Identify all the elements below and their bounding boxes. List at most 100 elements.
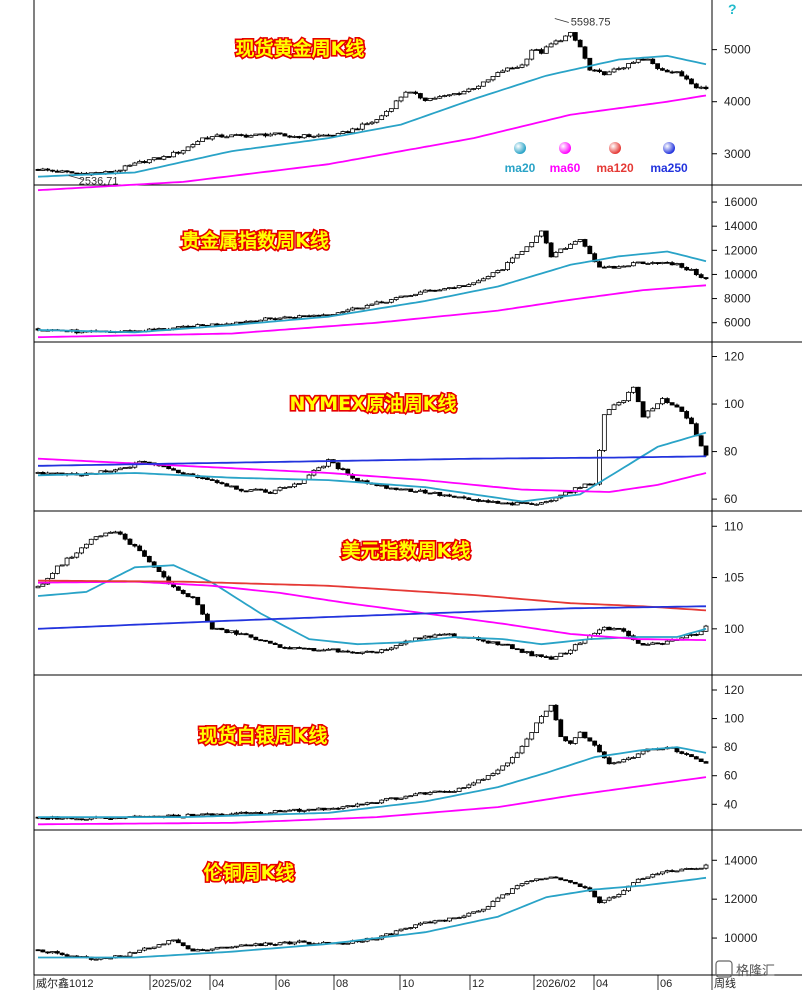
candle-body (180, 472, 186, 475)
candle-body (364, 650, 370, 653)
candle-body (461, 787, 467, 789)
candle-body (369, 650, 375, 653)
candle-body (427, 792, 433, 795)
candle-body (142, 947, 147, 951)
candle-body (258, 812, 264, 815)
candle-body (466, 497, 472, 500)
candle-body (195, 141, 201, 146)
candle-body (568, 243, 573, 249)
candle-body (374, 119, 380, 123)
candle-body (485, 276, 491, 280)
candle-body (248, 320, 254, 323)
y-tick-label: 120 (724, 683, 744, 697)
candle-body (40, 472, 46, 475)
x-tick-label: 06 (660, 978, 672, 990)
candle-body (253, 320, 259, 323)
panel-3: 60 80 100 120 NYMEX原油周K线 (35, 350, 744, 506)
candle-body (413, 924, 418, 928)
candle-body (548, 876, 554, 879)
candle-body (451, 287, 457, 290)
candle-body (505, 262, 510, 271)
candle-body (553, 704, 559, 721)
candle-body (267, 133, 273, 137)
candle-body (321, 649, 326, 652)
candle-body (40, 583, 46, 587)
candle-body (558, 40, 564, 43)
x-tick-label: 2025/02 (152, 978, 192, 990)
candle-body (505, 643, 510, 646)
candle-body (93, 536, 99, 540)
candle-body (156, 944, 162, 948)
candle-body (427, 492, 433, 495)
candle-body (326, 459, 331, 467)
candle-body (582, 46, 588, 59)
candle-body (660, 398, 665, 405)
candle-body (437, 919, 443, 922)
candle-body (330, 134, 336, 137)
candle-body (282, 133, 288, 137)
candle-body (364, 304, 370, 309)
candle-body (243, 490, 249, 493)
candle-body (180, 325, 186, 328)
candle-body (582, 239, 588, 247)
candle-body (253, 636, 259, 641)
candle-body (587, 57, 593, 71)
candle-body (664, 640, 670, 645)
candle-body (108, 531, 114, 534)
candle-body (374, 938, 380, 941)
legend-marker (514, 142, 526, 154)
candle-body (403, 91, 409, 98)
candle-body (408, 91, 414, 94)
candle-body (485, 640, 491, 644)
candle-body (340, 806, 346, 809)
candle-body (137, 545, 143, 552)
candle-body (539, 716, 544, 724)
candle-body (413, 293, 418, 296)
candle-body (69, 556, 75, 559)
candle-body (476, 779, 481, 784)
candle-body (669, 262, 675, 266)
candle-body (355, 128, 360, 131)
candle-body (35, 585, 41, 589)
candle-body (616, 68, 622, 70)
ma20-line (37, 564, 707, 646)
candle-body (229, 946, 235, 949)
candle-body (669, 71, 675, 74)
candle-body (388, 797, 394, 800)
candle-body (413, 793, 418, 797)
candle-body (451, 495, 457, 498)
candle-body (611, 627, 617, 631)
candle-body (374, 651, 380, 654)
candle-body (601, 899, 607, 904)
candle-body (442, 790, 448, 793)
candle-body (156, 566, 162, 572)
candle-body (238, 488, 244, 492)
y-tick-label: 4000 (724, 95, 751, 109)
candle-body (674, 747, 680, 753)
candle-body (568, 880, 573, 883)
candle-body (306, 315, 312, 318)
y-tick-label: 80 (724, 445, 738, 459)
candle-body (205, 813, 210, 816)
candle-body (592, 69, 598, 72)
high-annotation: 5598.75 (571, 16, 611, 28)
candle-body (519, 745, 525, 754)
candle-body (272, 810, 278, 814)
candle-body (374, 301, 380, 305)
candle-body (461, 91, 467, 95)
candle-body (461, 496, 467, 499)
candle-body (127, 952, 133, 957)
candle-body (471, 282, 477, 286)
candle-body (524, 246, 530, 252)
candle-body (422, 289, 428, 293)
y-tick-label: 80 (724, 740, 738, 754)
candle-body (447, 791, 452, 793)
candle-body (456, 285, 462, 289)
candle-body (693, 83, 699, 89)
candle-body (200, 949, 205, 951)
candle-body (480, 639, 486, 642)
candle-body (577, 39, 583, 48)
candle-body (359, 940, 365, 943)
candle-body (650, 642, 656, 645)
candle-body (146, 555, 152, 563)
